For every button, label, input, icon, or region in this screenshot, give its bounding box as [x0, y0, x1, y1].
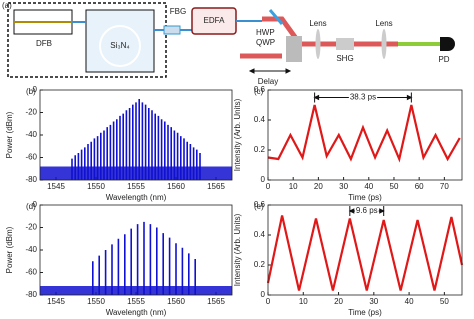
edfa-label: EDFA	[204, 16, 226, 25]
y-tick-label: 0.6	[254, 200, 266, 209]
y-tick-label: 0.4	[254, 115, 266, 124]
x-tick-label: 1565	[207, 182, 225, 191]
y-tick-label: 0.2	[254, 145, 266, 154]
x-tick-label: 1545	[47, 182, 65, 191]
x-tick-label: 1555	[127, 297, 145, 306]
y-tick-label: -40	[25, 130, 37, 139]
x-tick-label: 10	[299, 297, 308, 306]
qwp-label: QWP	[256, 38, 275, 47]
x-tick-label: 30	[369, 297, 378, 306]
chip-label: Si₃N₄	[110, 41, 129, 50]
panel-label: (a)	[2, 1, 12, 10]
panel-label: (e)	[254, 202, 264, 211]
x-tick-label: 0	[266, 182, 271, 191]
chip-box	[85, 9, 155, 73]
y-axis-label: Power (dBm)	[5, 111, 14, 158]
annotation-label: 38.3 ps	[350, 93, 376, 102]
y-tick-label: 0	[261, 175, 266, 184]
x-axis-label: Wavelength (nm)	[106, 193, 167, 202]
y-tick-label: 0.6	[254, 85, 266, 94]
shg-crystal	[336, 38, 354, 50]
x-tick-label: 30	[339, 182, 348, 191]
lens	[315, 29, 321, 59]
y-tick-label: -60	[25, 268, 37, 277]
plot-frame	[267, 204, 463, 296]
y-tick-label: 0.4	[254, 230, 266, 239]
x-axis-label: Time (ps)	[348, 308, 382, 317]
x-axis-label: Wavelength (nm)	[106, 308, 167, 317]
y-tick-label: -40	[25, 245, 37, 254]
fbg-label: FBG	[170, 7, 186, 16]
noise-floor	[40, 286, 232, 295]
y-tick-label: 0	[261, 290, 266, 299]
shg-label: SHG	[336, 54, 353, 63]
y-tick-label: -60	[25, 153, 37, 162]
lens-label: Lens	[375, 19, 392, 28]
lens	[381, 29, 387, 59]
x-tick-label: 1560	[167, 182, 185, 191]
panel-label: (c)	[254, 87, 264, 96]
mirror	[268, 9, 284, 25]
x-tick-label: 50	[440, 297, 449, 306]
x-tick-label: 40	[364, 182, 373, 191]
dfb-label: DFB	[36, 39, 52, 48]
delay-label: Delay	[258, 77, 278, 86]
plot-frame	[39, 89, 233, 181]
ring	[99, 25, 141, 67]
y-tick-label: -20	[25, 108, 37, 117]
x-tick-label: 1555	[127, 182, 145, 191]
x-tick-label: 40	[405, 297, 414, 306]
trace	[266, 215, 464, 291]
y-tick-label: 0	[33, 200, 38, 209]
panel-label: (d)	[26, 202, 36, 211]
x-tick-label: 1565	[207, 297, 225, 306]
plot-frame	[39, 204, 233, 296]
x-tick-label: 1550	[87, 297, 105, 306]
x-tick-label: 50	[390, 182, 399, 191]
trace	[267, 104, 461, 163]
x-tick-label: 60	[415, 182, 424, 191]
y-tick-label: -80	[25, 290, 37, 299]
x-tick-label: 20	[334, 297, 343, 306]
annotation-label: 9.6 ps	[356, 206, 378, 215]
hwp-label: HWP	[256, 28, 275, 37]
x-tick-label: 10	[289, 182, 298, 191]
y-tick-label: -20	[25, 223, 37, 232]
fbg	[163, 25, 181, 35]
x-tick-label: 1550	[87, 182, 105, 191]
y-axis-label: Power (dBm)	[5, 226, 14, 273]
annotation-bg	[348, 92, 378, 102]
y-axis-label: Intensity (Arb. Units)	[233, 213, 242, 286]
pd-label: PD	[438, 55, 449, 64]
x-tick-label: 0	[266, 297, 271, 306]
x-tick-label: 1545	[47, 297, 65, 306]
x-tick-label: 1560	[167, 297, 185, 306]
y-tick-label: -80	[25, 175, 37, 184]
delay-arrow	[248, 68, 292, 74]
plot-frame	[267, 89, 463, 181]
photodetector	[440, 37, 455, 51]
y-axis-label: Intensity (Arb. Units)	[233, 98, 242, 171]
x-tick-label: 70	[440, 182, 449, 191]
module-box	[7, 2, 167, 78]
setup-diagram: (a) DFB Si₃N₄ FBG EDFA HWP QWP Delay Len…	[2, 1, 455, 86]
x-tick-label: 20	[314, 182, 323, 191]
annotation-bg	[354, 206, 379, 216]
delay-stage	[286, 36, 302, 62]
y-tick-label: 0.2	[254, 260, 266, 269]
panel-label: (b)	[26, 87, 36, 96]
y-tick-label: 0	[33, 85, 38, 94]
lens-label: Lens	[309, 19, 326, 28]
x-axis-label: Time (ps)	[348, 193, 382, 202]
